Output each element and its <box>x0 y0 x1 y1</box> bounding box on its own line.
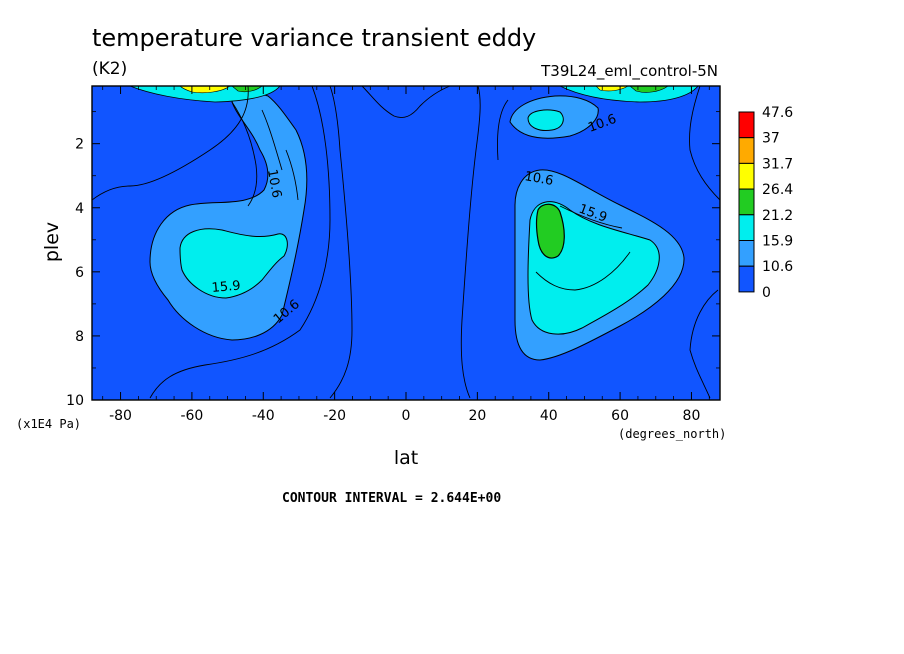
colorbar-label: 47.6 <box>762 105 793 121</box>
run-id: T39L24_eml_control-5N <box>540 62 718 81</box>
y-axis: 2 4 6 8 10 <box>66 111 720 409</box>
contour-label: 15.9 <box>211 279 241 296</box>
y-tick-label: 8 <box>75 329 84 345</box>
contour-sh-inner <box>231 101 258 207</box>
x-tick-label: -20 <box>323 408 346 424</box>
contour-nh-outer <box>689 85 721 201</box>
contour-nh-core-line2 <box>559 205 623 229</box>
x-axis-units: (degrees_north) <box>618 427 726 441</box>
nh-upper-core <box>527 109 564 131</box>
colorbar-swatch <box>738 111 755 139</box>
x-tick-label: -80 <box>109 408 132 424</box>
chart-title: temperature variance transient eddy <box>92 24 536 52</box>
x-tick-label: 0 <box>402 408 411 424</box>
colorbar-label: 0 <box>762 285 771 301</box>
colorbar-label: 31.7 <box>762 156 793 172</box>
y-axis-label: plev <box>41 222 63 262</box>
contour-sh-outer2 <box>149 85 331 399</box>
contour-nh-neck <box>497 99 509 161</box>
contour-center-left <box>329 85 353 399</box>
y-tick-label: 10 <box>66 393 84 409</box>
contour-label: 10.6 <box>523 169 554 189</box>
colorbar-swatch <box>738 137 755 164</box>
chart-units: (K2) <box>92 59 127 79</box>
colorbar-label: 10.6 <box>762 259 793 275</box>
sh-core-15-9 <box>179 228 288 299</box>
contour-sh-outer <box>91 85 249 201</box>
nh-top-band <box>559 85 699 103</box>
y-tick-label: 4 <box>75 201 84 217</box>
x-tick-label: -40 <box>252 408 275 424</box>
contour-interval-note: CONTOUR INTERVAL = 2.644E+00 <box>282 491 501 506</box>
x-tick-label: 80 <box>683 408 701 424</box>
y-axis-units: (x1E4 Pa) <box>16 417 81 431</box>
y-tick-label: 2 <box>75 137 84 153</box>
colorbar-swatch <box>738 162 755 190</box>
colorbar: 47.6 37 31.7 26.4 21.2 15.9 10.6 0 <box>738 105 793 301</box>
colorbar-label: 26.4 <box>762 182 793 198</box>
contour-nh-core-line <box>535 251 631 291</box>
colorbar-label: 15.9 <box>762 234 793 250</box>
colorbar-swatch <box>738 265 755 293</box>
x-axis: -80 -60 -40 -20 0 20 40 60 80 <box>102 86 710 424</box>
x-axis-label: lat <box>394 447 418 469</box>
contour-sh-thin2 <box>285 149 299 201</box>
colorbar-swatch <box>738 240 755 267</box>
background-contour-lines <box>91 85 721 399</box>
x-tick-label: 40 <box>540 408 558 424</box>
colorbar-swatch <box>738 214 755 242</box>
plot-area: 10.6 15.9 10.6 10.6 10.6 15.9 <box>91 85 721 401</box>
contour-center-right <box>460 85 481 399</box>
contour-nh-outer2 <box>689 289 719 399</box>
top-boundary-bands <box>129 85 699 103</box>
colorbar-label: 21.2 <box>762 208 793 224</box>
y-tick-label: 6 <box>75 265 84 281</box>
colorbar-label: 37 <box>762 131 780 147</box>
contour-sh-thin <box>261 109 283 171</box>
nh-core-21-2 <box>535 203 565 259</box>
x-tick-label: 60 <box>611 408 629 424</box>
x-tick-label: -60 <box>180 408 203 424</box>
colorbar-swatch <box>738 188 755 216</box>
x-tick-label: 20 <box>468 408 486 424</box>
contour-center-notch <box>361 85 451 118</box>
contour-label: 10.6 <box>264 168 284 199</box>
